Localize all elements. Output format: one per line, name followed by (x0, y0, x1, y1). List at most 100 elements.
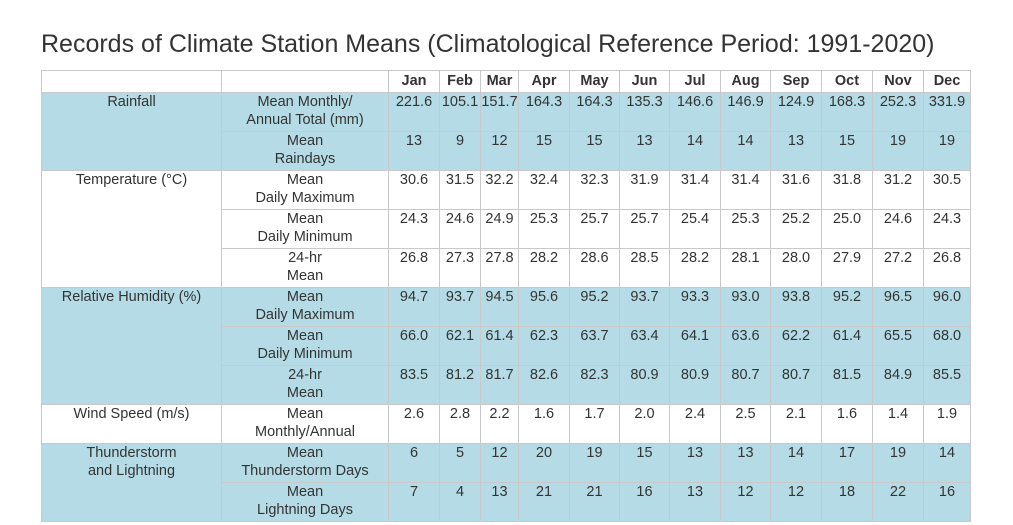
value-cell: 19 (872, 443, 924, 483)
category-label: Rainfall (107, 94, 156, 110)
value-cell: 28.2 (669, 248, 721, 288)
value-cell: 28.2 (518, 248, 570, 288)
value-cell: 80.9 (619, 365, 670, 405)
value-cell: 26.8 (923, 248, 971, 288)
metric-cell: 24-hr Mean (221, 248, 389, 288)
value-cell: 25.3 (720, 209, 771, 249)
metric-label-line1: Mean Monthly/ (257, 94, 353, 110)
table-row: Mean Daily Minimum 24.3 24.6 24.9 25.3 25.7 25.… (42, 209, 971, 249)
value-cell: 82.3 (569, 365, 620, 405)
value-cell: 63.4 (619, 326, 670, 366)
metric-label-line2: Annual Total (mm) (246, 112, 364, 128)
value-cell: 26.8 (388, 248, 440, 288)
metric-cell: Mean Thunderstorm Days (221, 443, 389, 483)
value-cell: 13 (388, 131, 440, 171)
value-cell: 61.4 (821, 326, 873, 366)
category-label-line1: Thunderstorm (86, 445, 177, 461)
value-cell: 93.7 (439, 287, 481, 327)
value-cell: 21 (518, 482, 570, 522)
value-cell: 2.4 (669, 404, 721, 444)
metric-label-line1: Mean (286, 211, 324, 227)
value-cell: 32.3 (569, 170, 620, 210)
category-label: Wind Speed (m/s) (73, 406, 190, 422)
metric-label-line2: Mean (286, 385, 324, 401)
value-cell: 93.8 (770, 287, 822, 327)
value-cell: 95.2 (569, 287, 620, 327)
value-cell: 32.4 (518, 170, 570, 210)
value-cell: 93.0 (720, 287, 771, 327)
table-row: Mean Raindays 13 9 12 15 15 13 14 14 13 15 19 19 (42, 131, 971, 171)
header-row: Jan Feb Mar Apr May Jun Jul Aug Sep Oct … (41, 70, 971, 93)
month-header: Jun (619, 70, 670, 93)
metric-label-line1: Mean (286, 172, 324, 188)
value-cell: 2.1 (770, 404, 822, 444)
value-cell: 31.6 (770, 170, 822, 210)
metric-label-line2: Lightning Days (257, 502, 353, 518)
value-cell: 105.1 (439, 92, 481, 132)
value-cell: 63.7 (569, 326, 620, 366)
metric-label-line1: Mean (286, 133, 324, 149)
metric-cell: Mean Daily Maximum (221, 170, 389, 210)
value-cell: 146.9 (720, 92, 771, 132)
category-label: Relative Humidity (%) (61, 289, 202, 305)
value-cell: 168.3 (821, 92, 873, 132)
value-cell: 14 (923, 443, 971, 483)
month-header: Oct (821, 70, 873, 93)
value-cell: 31.4 (669, 170, 721, 210)
value-cell: 135.3 (619, 92, 670, 132)
value-cell: 1.9 (923, 404, 971, 444)
table-body: Rainfall Mean Monthly/Annual Total (mm) 22… (41, 92, 971, 522)
metric-label-line1: Mean (286, 484, 324, 500)
metric-label-line2: Daily Maximum (255, 190, 355, 206)
value-cell: 80.7 (770, 365, 822, 405)
table-row: Thunderstorm and Lightning Mean Thunderstor… (41, 443, 971, 522)
value-cell: 12 (480, 443, 519, 483)
value-cell: 25.4 (669, 209, 721, 249)
value-cell: 30.5 (923, 170, 971, 210)
value-cell: 84.9 (872, 365, 924, 405)
value-cell: 62.2 (770, 326, 822, 366)
category-cell: Temperature (°C) (41, 170, 222, 288)
metric-cell: Mean Lightning Days (221, 482, 389, 522)
value-cell: 31.9 (619, 170, 670, 210)
value-cell: 13 (669, 482, 721, 522)
metric-cell: Mean Daily Minimum (221, 326, 389, 366)
value-cell: 15 (569, 131, 620, 171)
category-cell: Wind Speed (m/s) (41, 404, 222, 444)
value-cell: 13 (480, 482, 519, 522)
value-cell: 31.8 (821, 170, 873, 210)
value-cell: 68.0 (923, 326, 971, 366)
table-row: 24-hr Mean 26.8 27.3 27.8 28.2 28.6 28.5 28.2 28.… (42, 248, 971, 288)
month-header: Apr (518, 70, 570, 93)
value-cell: 19 (569, 443, 620, 483)
month-header: Dec (923, 70, 971, 93)
value-cell: 64.1 (669, 326, 721, 366)
value-cell: 2.5 (720, 404, 771, 444)
value-cell: 93.7 (619, 287, 670, 327)
value-cell: 15 (518, 131, 570, 171)
metric-label-line1: Mean (286, 289, 324, 305)
value-cell: 31.2 (872, 170, 924, 210)
value-cell: 94.5 (480, 287, 519, 327)
month-header: Aug (720, 70, 771, 93)
value-cell: 27.9 (821, 248, 873, 288)
value-cell: 1.7 (569, 404, 620, 444)
month-header: Nov (872, 70, 924, 93)
value-cell: 24.9 (480, 209, 519, 249)
metric-label-line1: 24-hr (288, 367, 322, 383)
value-cell: 164.3 (518, 92, 570, 132)
metric-label-line2: Thunderstorm Days (241, 463, 369, 479)
value-cell: 16 (923, 482, 971, 522)
month-header: Jan (388, 70, 440, 93)
value-cell: 1.4 (872, 404, 924, 444)
value-cell: 63.6 (720, 326, 771, 366)
value-cell: 7 (388, 482, 440, 522)
category-cell: Thunderstorm and Lightning (41, 443, 222, 522)
value-cell: 62.3 (518, 326, 570, 366)
value-cell: 1.6 (821, 404, 873, 444)
value-cell: 24.3 (923, 209, 971, 249)
metric-label-line2: Monthly/Annual (255, 424, 355, 440)
value-cell: 15 (619, 443, 670, 483)
value-cell: 93.3 (669, 287, 721, 327)
table-row: Relative Humidity (%) Mean Daily Maximum 94… (41, 287, 971, 405)
